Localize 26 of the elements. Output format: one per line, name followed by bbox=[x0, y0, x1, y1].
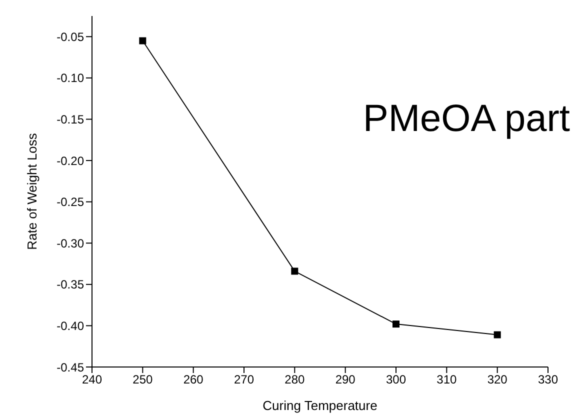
y-tick-label: -0.10 bbox=[56, 71, 84, 86]
annotation: PMeOA part bbox=[363, 98, 570, 141]
y-tick-label: -0.30 bbox=[56, 236, 84, 250]
y-tick-label: -0.45 bbox=[56, 360, 84, 374]
x-tick-label: 250 bbox=[132, 372, 153, 387]
y-axis-title: Rate of Weight Loss bbox=[24, 132, 40, 250]
x-tick-label: 310 bbox=[436, 372, 457, 387]
x-tick-label: 330 bbox=[538, 372, 558, 387]
x-tick-label: 290 bbox=[335, 372, 356, 387]
point bbox=[139, 37, 146, 44]
y-tick-label: -0.05 bbox=[56, 30, 84, 44]
point bbox=[494, 331, 501, 338]
x-tick-label: 260 bbox=[183, 372, 204, 387]
point bbox=[291, 268, 298, 275]
y-tick-label: -0.40 bbox=[56, 318, 84, 333]
x-tick-label: 240 bbox=[82, 372, 102, 387]
x-tick-label: 270 bbox=[234, 372, 254, 387]
y-tick-label: -0.20 bbox=[56, 154, 84, 168]
point bbox=[392, 320, 400, 328]
y-tick-label: -0.15 bbox=[56, 112, 84, 126]
x-tick-label: 280 bbox=[284, 372, 305, 387]
x-tick-label: 320 bbox=[487, 372, 508, 387]
y-tick-label: -0.25 bbox=[56, 195, 84, 210]
y-tick-label: -0.35 bbox=[56, 278, 84, 292]
x-axis-title: Curing Temperature bbox=[262, 398, 378, 414]
x-tick-label: 300 bbox=[386, 372, 406, 387]
